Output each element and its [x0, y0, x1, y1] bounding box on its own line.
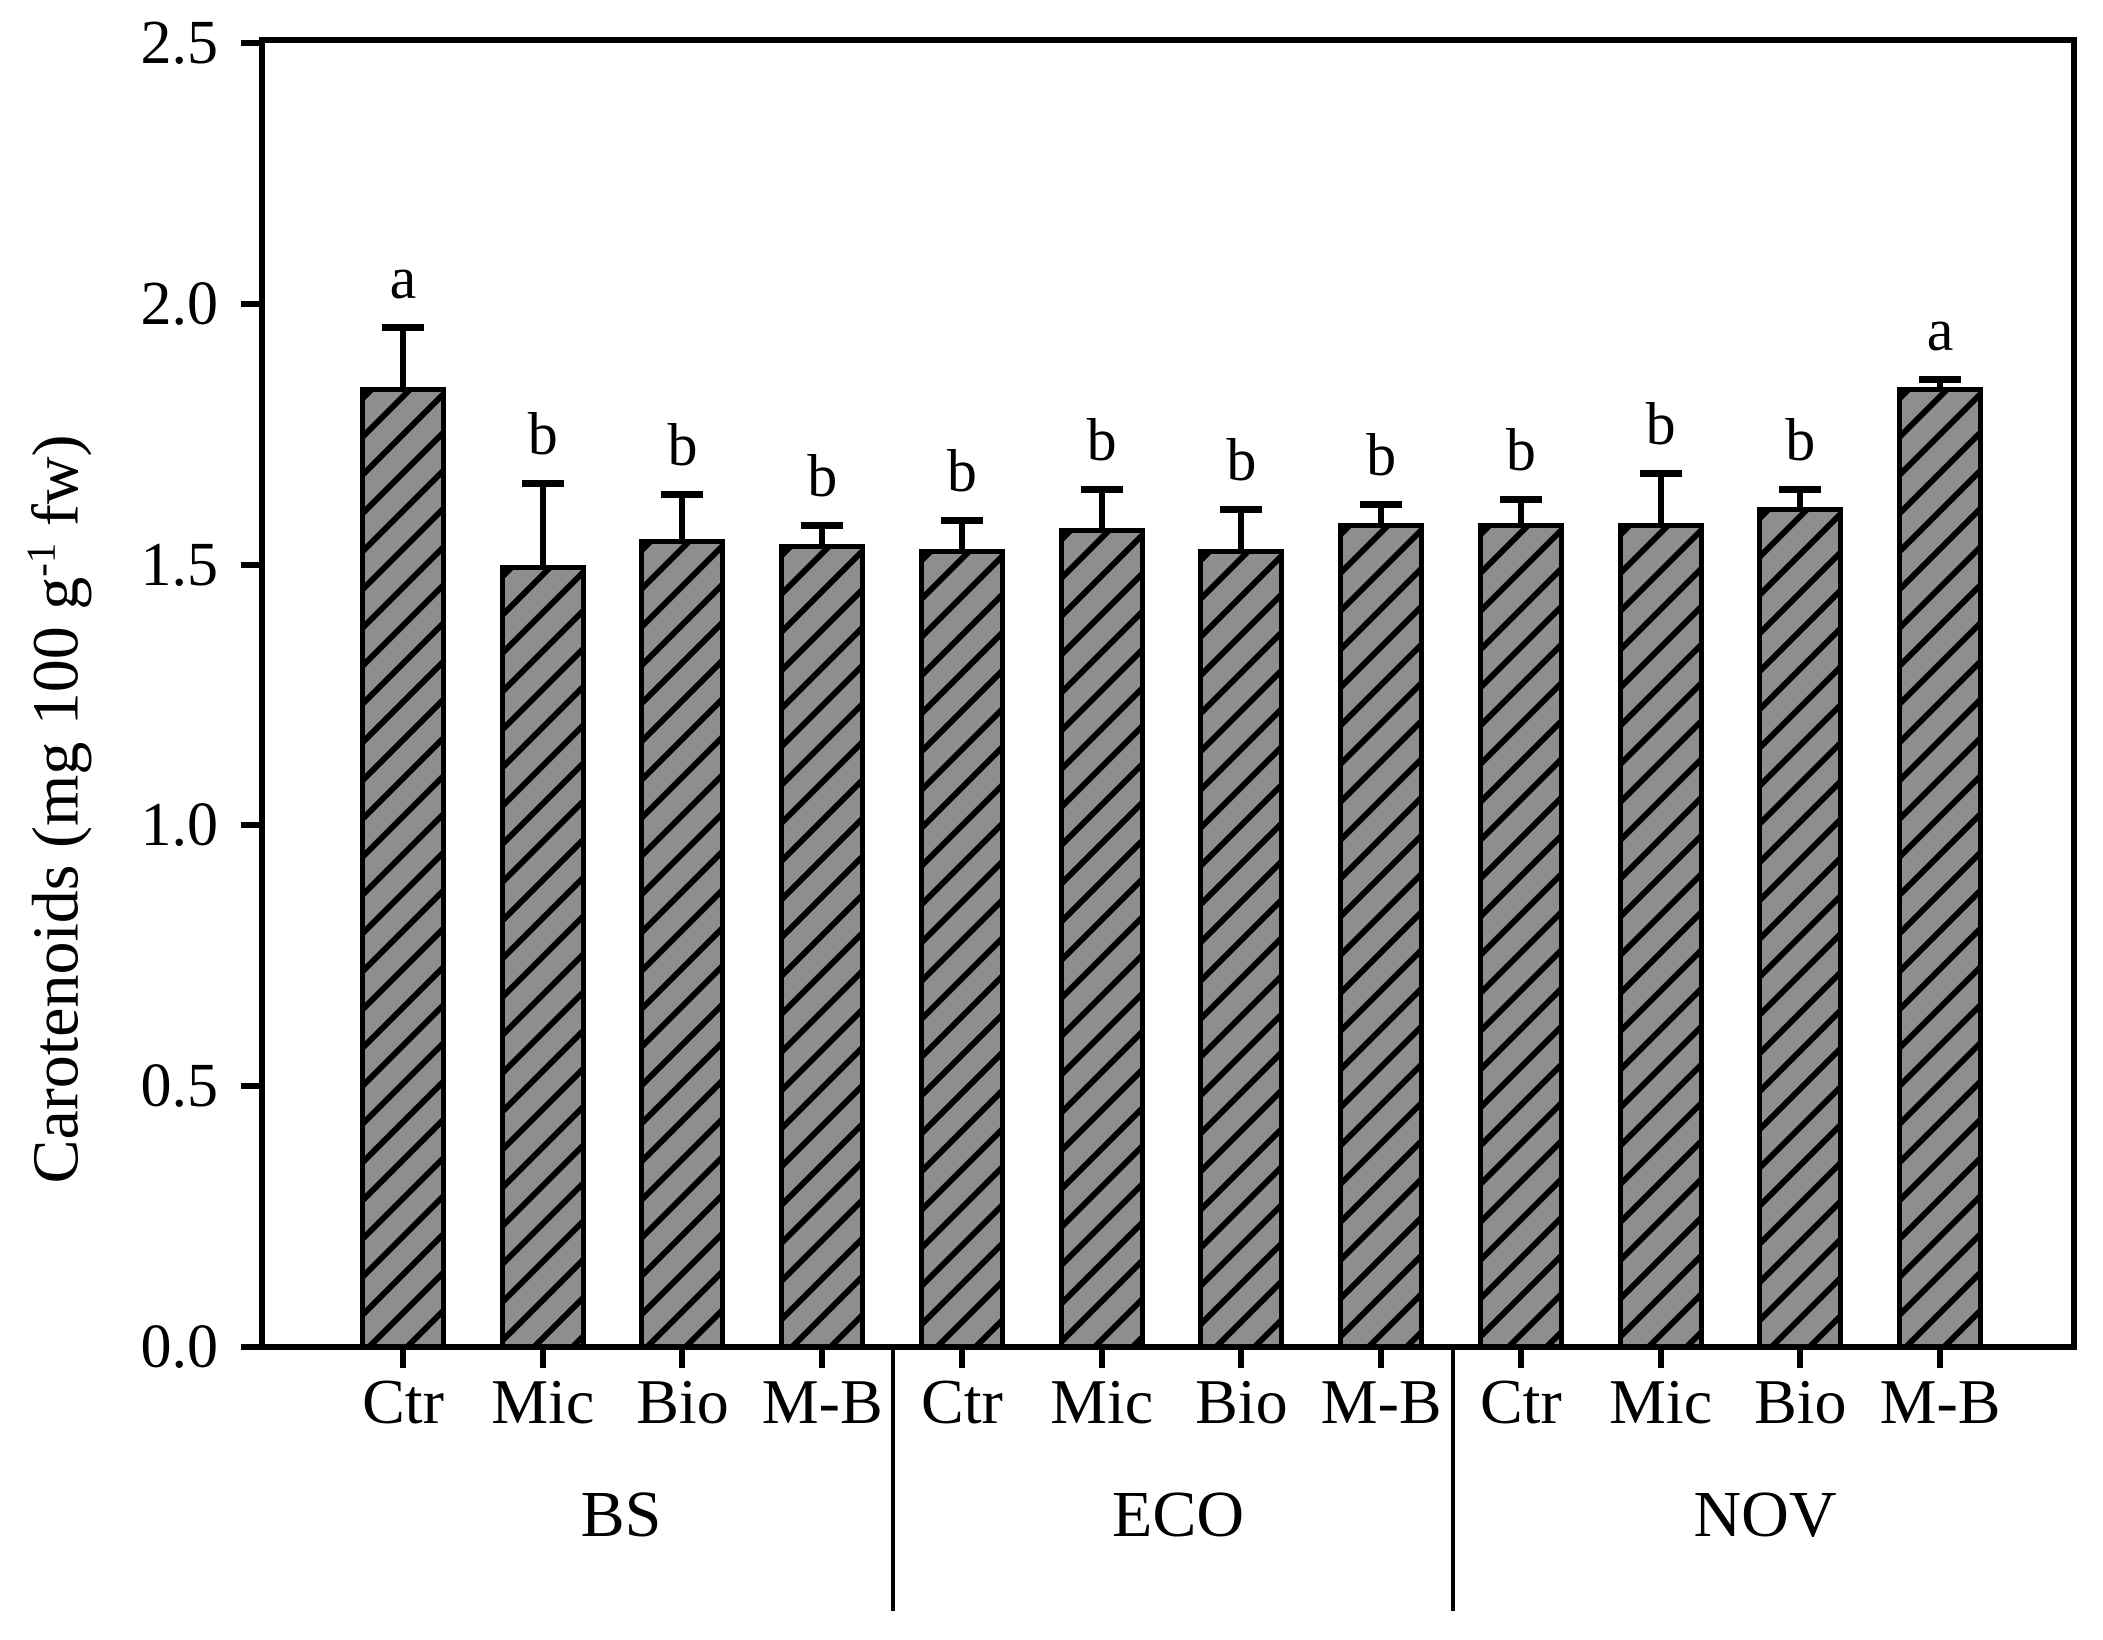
y-axis-tick-1.0	[241, 822, 259, 829]
significance-letter-nov-ctr: b	[1505, 417, 1536, 483]
bar-bs-ctr	[360, 387, 446, 1350]
y-axis-tick-label-1.5: 1.5	[140, 530, 219, 599]
error-bar-eco-bio	[1238, 512, 1245, 549]
x-axis-tick-bs-mic	[539, 1350, 546, 1368]
error-cap-bs-mic	[521, 480, 564, 488]
error-cap-eco-ctr	[940, 516, 983, 524]
x-axis-tick-eco-ctr	[958, 1350, 965, 1368]
x-axis-label-bs-m-b: M-B	[761, 1366, 883, 1437]
error-bar-bs-m-b	[819, 528, 826, 544]
x-axis-tick-bs-ctr	[400, 1350, 406, 1368]
error-bar-eco-ctr	[958, 522, 965, 549]
error-cap-bs-m-b	[801, 522, 844, 530]
x-axis-tick-nov-m-b	[1937, 1350, 1944, 1368]
group-separator-2	[1451, 1349, 1455, 1611]
bar-eco-bio	[1198, 548, 1285, 1350]
group-label-bs: BS	[580, 1478, 662, 1551]
x-axis-label-eco-mic: Mic	[1050, 1366, 1154, 1437]
error-cap-bs-bio	[661, 490, 704, 498]
error-bar-eco-mic	[1098, 491, 1105, 529]
significance-letter-bs-bio: b	[667, 411, 698, 478]
significance-letter-eco-bio: b	[1226, 427, 1257, 494]
x-axis-label-eco-bio: Bio	[1195, 1366, 1288, 1437]
error-bar-eco-m-b	[1378, 507, 1385, 523]
y-axis-tick-label-1.0: 1.0	[140, 791, 219, 860]
group-label-nov: NOV	[1693, 1478, 1837, 1551]
significance-letter-nov-m-b: a	[1926, 297, 1954, 364]
error-bar-nov-ctr	[1517, 502, 1524, 523]
bar-nov-ctr	[1477, 522, 1564, 1350]
x-axis-tick-nov-ctr	[1517, 1350, 1524, 1368]
significance-letter-eco-ctr: b	[946, 437, 977, 504]
bar-nov-mic	[1617, 522, 1704, 1350]
bar-nov-m-b	[1897, 387, 1984, 1350]
significance-letter-nov-bio: b	[1785, 406, 1816, 473]
y-axis-tick-label-2.5: 2.5	[140, 9, 219, 77]
y-axis-tick-label-0.5: 0.5	[140, 1052, 219, 1121]
x-axis-label-bs-mic: Mic	[491, 1366, 595, 1437]
x-axis-label-nov-bio: Bio	[1754, 1366, 1847, 1437]
group-separator-1	[891, 1349, 895, 1611]
x-axis-label-bs-bio: Bio	[636, 1366, 729, 1437]
x-axis-label-nov-m-b: M-B	[1879, 1366, 2001, 1437]
error-cap-eco-mic	[1080, 485, 1123, 493]
bar-bs-mic	[499, 564, 586, 1350]
error-bar-nov-m-b	[1937, 382, 1944, 388]
x-axis-label-nov-ctr: Ctr	[1479, 1366, 1562, 1437]
group-label-eco: ECO	[1112, 1478, 1244, 1551]
x-axis-tick-eco-m-b	[1378, 1350, 1385, 1368]
x-axis-label-eco-m-b: M-B	[1320, 1366, 1442, 1437]
x-axis-label-bs-ctr: Ctr	[362, 1366, 444, 1437]
bar-bs-m-b	[779, 543, 866, 1350]
y-axis-tick-2.5	[241, 40, 259, 46]
significance-letter-bs-ctr: a	[389, 244, 417, 311]
error-bar-bs-ctr	[400, 329, 406, 388]
x-axis-label-eco-ctr: Ctr	[921, 1366, 1003, 1437]
significance-letter-bs-mic: b	[527, 401, 558, 468]
significance-letter-eco-mic: b	[1086, 406, 1117, 473]
y-axis-tick-label-2.0: 2.0	[140, 269, 219, 338]
error-cap-eco-bio	[1220, 506, 1263, 514]
bar-bs-bio	[639, 538, 726, 1350]
y-axis-tick-2.0	[241, 300, 259, 307]
y-axis-label-units: fw)	[19, 434, 93, 543]
bar-nov-bio	[1757, 507, 1844, 1350]
bar-eco-m-b	[1338, 522, 1425, 1350]
error-cap-nov-m-b	[1919, 376, 1962, 384]
y-axis-tick-0.5	[241, 1083, 259, 1090]
bar-eco-mic	[1058, 528, 1145, 1350]
error-cap-bs-ctr	[382, 323, 424, 331]
error-bar-bs-mic	[539, 486, 546, 565]
error-cap-nov-mic	[1639, 469, 1682, 477]
significance-letter-nov-mic: b	[1645, 390, 1676, 457]
x-axis-label-nov-mic: Mic	[1609, 1366, 1713, 1437]
x-axis-tick-eco-bio	[1238, 1350, 1245, 1368]
x-axis-tick-nov-bio	[1797, 1350, 1804, 1368]
error-bar-bs-bio	[679, 496, 686, 539]
y-axis-tick-0.0	[241, 1344, 259, 1350]
error-bar-nov-mic	[1657, 475, 1664, 523]
y-axis-tick-label-0.0: 0.0	[140, 1313, 219, 1381]
significance-letter-eco-m-b: b	[1366, 422, 1397, 489]
error-cap-nov-bio	[1779, 485, 1822, 493]
error-cap-eco-m-b	[1360, 501, 1403, 509]
bar-eco-ctr	[918, 548, 1005, 1350]
x-axis-tick-eco-mic	[1098, 1350, 1105, 1368]
y-axis-tick-1.5	[241, 561, 259, 568]
x-axis-tick-bs-bio	[679, 1350, 686, 1368]
x-axis-tick-bs-m-b	[819, 1350, 826, 1368]
x-axis-tick-nov-mic	[1657, 1350, 1664, 1368]
error-cap-nov-ctr	[1499, 496, 1542, 503]
significance-letter-bs-m-b: b	[807, 443, 838, 510]
error-bar-nov-bio	[1797, 491, 1804, 508]
